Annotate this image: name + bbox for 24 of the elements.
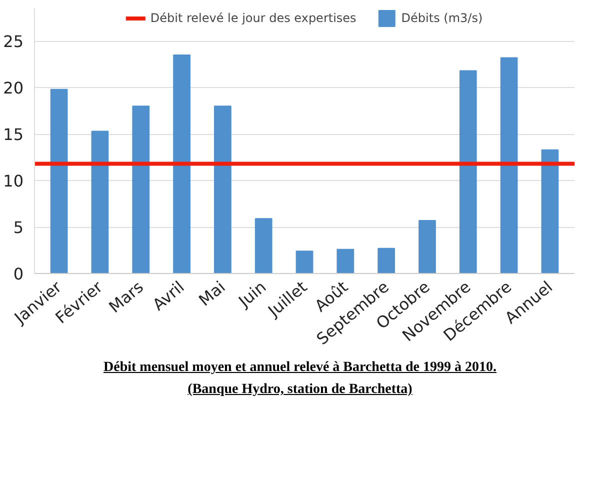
y-tick-label: 25: [3, 32, 24, 52]
bar: [50, 88, 68, 274]
bar: [296, 250, 314, 274]
y-tick-label: 0: [13, 264, 24, 284]
text: Débit mensuel moyen et annuel relevé à Barchetta de 1999 à 2010.: [104, 360, 496, 375]
text: (Banque Hydro, station de Barchetta): [188, 382, 412, 397]
bar: [91, 130, 109, 274]
bar: [132, 106, 150, 274]
y-tick-label: 5: [13, 218, 24, 238]
bar: [173, 54, 190, 274]
bar: [378, 248, 395, 274]
bar: [336, 248, 354, 274]
y-tick-label: 20: [3, 78, 24, 98]
x-tick-label: Mai: [195, 277, 229, 310]
bar: [500, 57, 518, 274]
legend-label: Débits (m3/s): [401, 11, 483, 25]
bar: [418, 220, 436, 274]
y-tick-label: 10: [3, 172, 24, 191]
bar: [459, 70, 477, 274]
bar: [541, 149, 559, 274]
bar: [214, 106, 232, 274]
y-tick-label: 15: [3, 125, 24, 144]
legend-label: Débit relevé le jour des expertises: [150, 11, 356, 25]
bar: [254, 218, 272, 274]
